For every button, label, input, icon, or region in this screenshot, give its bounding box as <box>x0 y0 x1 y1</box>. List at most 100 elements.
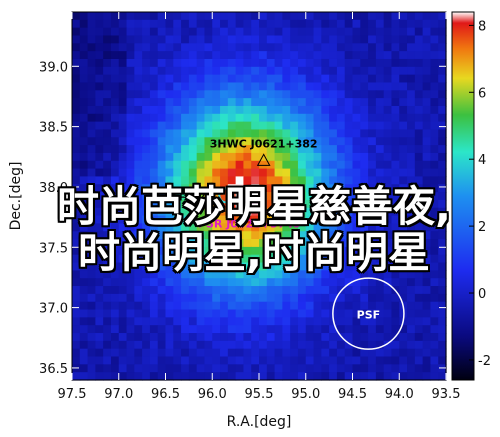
heatmap-cell <box>274 223 283 232</box>
heatmap-cell <box>79 160 89 170</box>
heatmap-cell <box>95 113 104 123</box>
heatmap-cell <box>321 12 330 21</box>
heatmap-cell <box>438 137 447 146</box>
heatmap-cell <box>352 231 361 240</box>
heatmap-cell <box>305 113 315 123</box>
heatmap-cell <box>204 145 213 154</box>
heatmap-cell <box>430 293 439 303</box>
heatmap-cell <box>352 239 361 248</box>
heatmap-cell <box>165 184 174 193</box>
heatmap-cell <box>391 270 400 279</box>
heatmap-cell <box>344 98 354 107</box>
heatmap-cell <box>134 293 143 303</box>
heatmap-cell <box>165 309 174 318</box>
heatmap-cell <box>399 262 408 271</box>
heatmap-cell <box>259 254 268 264</box>
heatmap-cell <box>95 372 104 381</box>
heatmap-cell <box>79 301 89 311</box>
heatmap-cell <box>72 356 81 365</box>
heatmap-cell <box>329 254 338 264</box>
heatmap-cell <box>235 278 245 287</box>
heatmap-cell <box>391 145 400 154</box>
heatmap-cell <box>103 207 112 217</box>
heatmap-cell <box>212 231 221 240</box>
heatmap-cell <box>149 223 159 232</box>
heatmap-cell <box>414 184 424 193</box>
heatmap-cell <box>344 286 354 295</box>
heatmap-cell <box>313 184 322 193</box>
heatmap-cell <box>188 82 198 91</box>
heatmap-cell <box>290 207 299 217</box>
heatmap-cell <box>407 372 416 381</box>
heatmap-cell <box>134 12 143 21</box>
heatmap-cell <box>321 168 330 178</box>
heatmap-cell <box>196 12 206 21</box>
heatmap-cell <box>204 231 213 240</box>
heatmap-cell <box>438 199 447 209</box>
heatmap-cell <box>157 372 167 381</box>
heatmap-cell <box>181 309 190 318</box>
heatmap-cell <box>157 262 167 271</box>
heatmap-cell <box>227 160 237 170</box>
heatmap-cell <box>142 356 151 365</box>
heatmap-cell <box>134 27 143 37</box>
heatmap-cell <box>259 168 268 178</box>
heatmap-cell <box>243 66 252 76</box>
heatmap-cell <box>72 66 81 76</box>
heatmap-cell <box>336 160 346 170</box>
heatmap-cell <box>352 278 361 287</box>
heatmap-cell <box>243 301 252 311</box>
heatmap-cell <box>251 160 260 170</box>
heatmap-cell <box>391 309 400 318</box>
heatmap-cell <box>336 340 346 350</box>
heatmap-cell <box>282 364 291 373</box>
heatmap-cell <box>157 293 167 303</box>
heatmap-cell <box>399 105 408 115</box>
heatmap-cell <box>196 333 206 342</box>
heatmap-cell <box>181 74 190 84</box>
heatmap-cell <box>142 82 151 91</box>
heatmap-cell <box>87 301 96 311</box>
heatmap-cell <box>204 27 213 37</box>
heatmap-cell <box>430 113 439 123</box>
heatmap-cell <box>188 66 198 76</box>
heatmap-cell <box>321 254 330 264</box>
heatmap-cell <box>212 51 221 60</box>
heatmap-cell <box>87 113 96 123</box>
heatmap-cell <box>134 129 143 138</box>
heatmap-cell <box>375 301 385 311</box>
heatmap-cell <box>414 192 424 201</box>
heatmap-cell <box>368 340 377 350</box>
heatmap-cell <box>282 356 291 365</box>
heatmap-cell <box>126 129 135 138</box>
heatmap-cell <box>321 19 330 29</box>
heatmap-cell <box>149 215 159 224</box>
heatmap-cell <box>251 356 260 365</box>
heatmap-cell <box>438 176 447 185</box>
heatmap-cell <box>360 317 369 326</box>
heatmap-cell <box>204 348 213 358</box>
heatmap-cell <box>243 90 252 99</box>
heatmap-cell <box>282 340 291 350</box>
heatmap-cell <box>383 184 393 193</box>
heatmap-cell <box>188 129 198 138</box>
heatmap-cell <box>274 231 283 240</box>
heatmap-cell <box>227 121 237 131</box>
heatmap-cell <box>274 293 283 303</box>
heatmap-cell <box>422 58 432 68</box>
heatmap-cell <box>79 262 89 271</box>
heatmap-cell <box>126 239 135 248</box>
heatmap-cell <box>196 74 206 84</box>
heatmap-cell <box>274 364 283 373</box>
heatmap-cell <box>126 372 135 381</box>
heatmap-cell <box>126 51 135 60</box>
heatmap-cell <box>87 372 96 381</box>
heatmap-cell <box>422 129 432 138</box>
heatmap-cell <box>126 113 135 123</box>
heatmap-cell <box>422 168 432 178</box>
y-tick-label: 38.5 <box>39 121 68 136</box>
heatmap-cell <box>282 35 291 44</box>
heatmap-cell <box>243 199 252 209</box>
heatmap-cell <box>235 246 245 256</box>
heatmap-cell <box>79 348 89 358</box>
